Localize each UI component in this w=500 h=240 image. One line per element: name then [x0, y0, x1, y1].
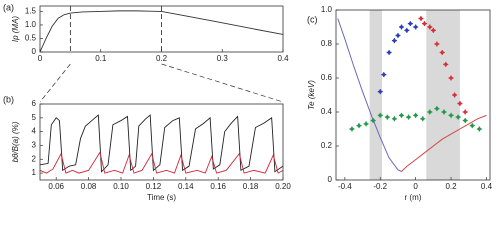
point-dot — [431, 28, 435, 32]
point-dot — [350, 127, 354, 131]
point-dot — [421, 117, 425, 121]
line — [39, 114, 284, 173]
y-tick-label: 0 — [32, 47, 37, 56]
point-dot — [422, 22, 427, 26]
x-tick-label: 0 — [38, 54, 43, 63]
point-dot — [406, 115, 411, 119]
x-tick-label: 0.10 — [113, 182, 129, 191]
point-dot — [435, 107, 439, 111]
y-tick-label: 1.5 — [25, 7, 37, 16]
point-dot — [387, 50, 391, 55]
y-tick-label: 0.6 — [321, 73, 333, 82]
plot-frame — [335, 9, 491, 181]
zoom-connector — [39, 63, 71, 103]
y-tick-label: 0 — [328, 175, 333, 184]
x-tick-label: 0.1 — [95, 54, 107, 63]
point-dot — [405, 28, 409, 32]
x-tick-label: 0.4 — [481, 182, 493, 191]
point-dot — [449, 76, 453, 80]
x-tick-label: -0.4 — [338, 182, 352, 191]
y-tick-label: 6 — [32, 99, 37, 108]
x-tick-label: 0.2 — [156, 54, 168, 63]
y-tick-label: 1 — [32, 168, 37, 177]
y-axis-label: bθ/B(a) (%) — [11, 121, 20, 162]
y-axis-label: Ip (MA) — [11, 16, 20, 43]
point-dot — [449, 113, 453, 117]
x-tick-label: -0.2 — [373, 182, 387, 191]
point-dot — [392, 39, 397, 43]
x-tick-label: 0.06 — [48, 182, 64, 191]
x-tick-label: 0.14 — [178, 182, 194, 191]
point-dot — [477, 127, 481, 131]
point-dot — [408, 22, 412, 26]
point-dot — [442, 110, 446, 114]
y-tick-label: 0.2 — [321, 141, 333, 150]
point-dot — [399, 113, 404, 117]
point-dot — [419, 16, 423, 21]
y-tick-label: 5 — [32, 113, 37, 122]
x-tick-label: 0 — [413, 182, 418, 191]
shaded-band — [369, 10, 383, 180]
point-dot — [396, 33, 400, 38]
x-axis-label: Time (s) — [147, 193, 176, 202]
point-dot — [357, 124, 361, 128]
point-dot — [364, 122, 368, 126]
y-tick-label: 1.0 — [25, 20, 37, 29]
point-dot — [378, 90, 382, 94]
y-tick-label: 3 — [32, 141, 37, 150]
y-tick-label: 2 — [32, 154, 37, 163]
panel-label: (b) — [3, 94, 14, 104]
point-dot — [399, 25, 404, 29]
x-tick-label: 0.18 — [243, 182, 259, 191]
point-dot — [378, 113, 382, 117]
zoom-connector — [161, 63, 284, 103]
point-dot — [444, 62, 448, 66]
point-dot — [382, 73, 386, 77]
y-axis-label: Te (keV) — [307, 80, 316, 110]
y-tick-label: 0.4 — [321, 107, 333, 116]
line — [337, 18, 402, 172]
point-dot — [435, 42, 439, 46]
point-dot — [385, 115, 389, 119]
y-tick-label: 0.5 — [25, 34, 37, 43]
line — [401, 114, 487, 172]
point-dot — [428, 110, 432, 114]
x-axis-label: r (m) — [405, 193, 422, 202]
point-dot — [440, 50, 444, 55]
x-tick-label: 0.3 — [217, 54, 229, 63]
panel-label: (c) — [307, 14, 318, 24]
line — [39, 151, 284, 174]
point-dot — [452, 93, 457, 97]
point-dot — [414, 113, 418, 117]
point-dot — [371, 118, 375, 123]
point-dot — [428, 25, 432, 29]
line — [39, 10, 284, 53]
point-dot — [463, 118, 467, 123]
point-dot — [470, 124, 474, 128]
point-dot — [458, 101, 462, 106]
point-dot — [392, 117, 397, 121]
point-dot — [463, 110, 467, 114]
plot-frame — [39, 103, 284, 181]
x-tick-label: 0.2 — [445, 182, 457, 191]
x-tick-label: 0.20 — [275, 182, 291, 191]
point-dot — [456, 115, 460, 119]
y-tick-label: 4 — [32, 127, 37, 136]
y-tick-label: 0.8 — [321, 39, 333, 48]
x-tick-label: 0.16 — [210, 182, 226, 191]
figure: (a) 0 0.1 0.2 0.3 0.4 0 0.5 1.0 1.5 Ip (MA) (b) 0.06… — [3, 2, 493, 202]
panel-label: (a) — [3, 2, 14, 12]
point-dot — [414, 25, 418, 29]
x-tick-label: 0.12 — [146, 182, 162, 191]
y-tick-label: 1.0 — [321, 5, 333, 14]
x-tick-label: 0.08 — [81, 182, 97, 191]
x-tick-label: 0.4 — [277, 54, 289, 63]
